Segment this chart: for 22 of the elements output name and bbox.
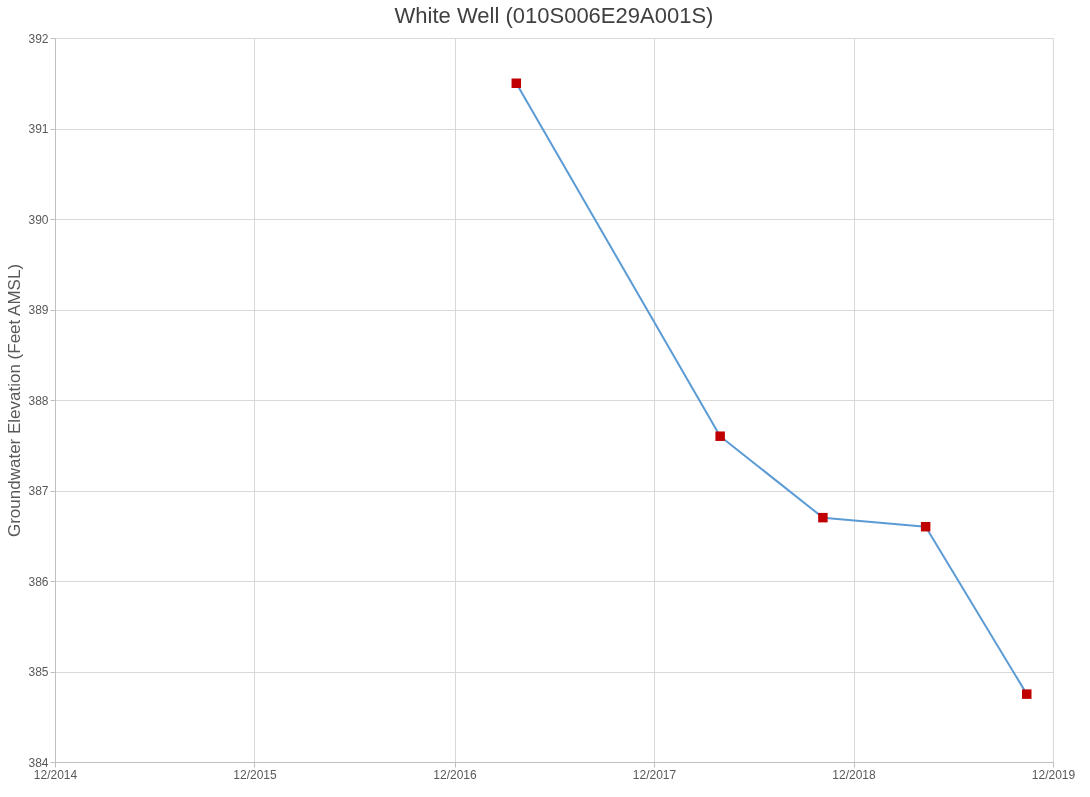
y-tick-label: 392	[28, 31, 49, 46]
y-tick-label: 389	[28, 303, 49, 317]
point	[818, 512, 828, 523]
x-tick-label: 12/2014	[33, 767, 78, 782]
x-tick-label: 12/2017	[632, 767, 677, 782]
chart-title: White Well (010S006E29A001S)	[394, 3, 714, 28]
x-tick-label: 12/2018	[832, 767, 877, 782]
y-tick-label: 387	[28, 484, 49, 498]
point	[920, 521, 931, 532]
y-tick-label: 385	[28, 665, 49, 679]
point	[715, 431, 725, 441]
x-tick-label: 12/2016	[433, 767, 478, 782]
point	[1022, 689, 1032, 699]
y-tick-label: 390	[28, 212, 49, 227]
x-tick-label: 12/2015	[233, 767, 277, 782]
y-axis-title: Groundwater Elevation (Feet AMSL)	[5, 263, 25, 538]
x-tick-label: 12/2019	[1031, 767, 1076, 782]
y-tick-label: 384	[28, 755, 49, 770]
y-tick-label: 386	[28, 574, 49, 589]
y-tick-label: 391	[28, 122, 49, 136]
y-tick-label: 388	[28, 393, 49, 408]
point	[511, 78, 522, 88]
